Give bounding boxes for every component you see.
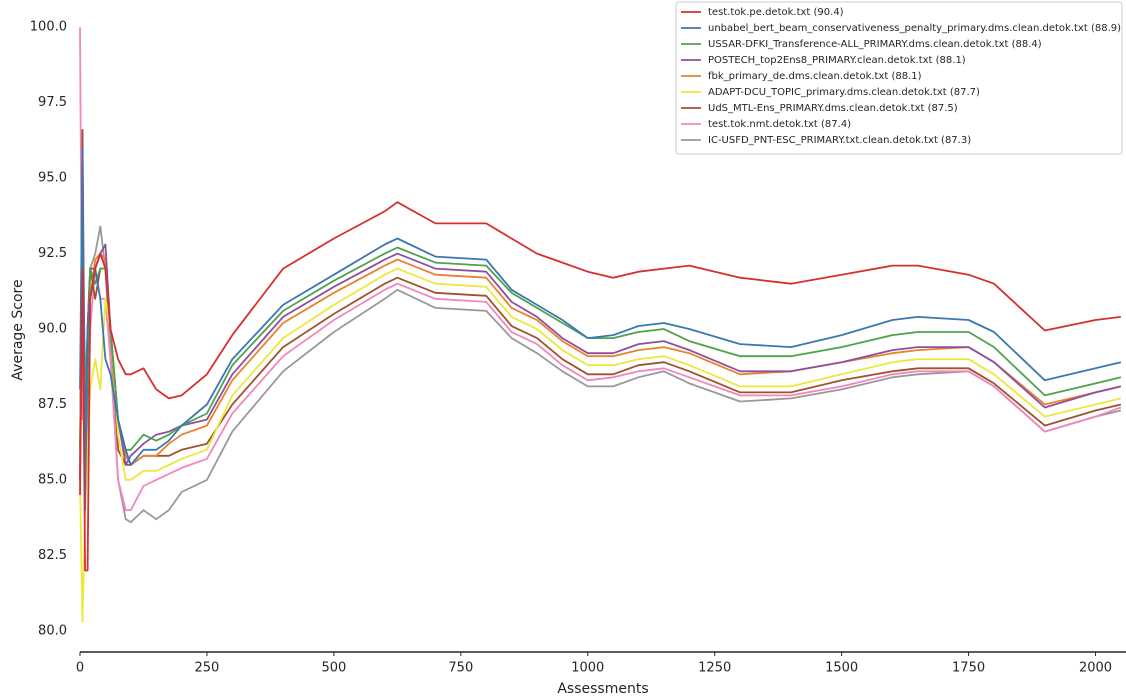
legend-label: fbk_primary_de.dms.clean.detok.txt (88.1… (708, 71, 922, 82)
x-axis-label: Assessments (557, 681, 648, 697)
y-axis-label: Average Score (10, 279, 26, 380)
legend-label: ADAPT-DCU_TOPIC_primary.dms.clean.detok.… (708, 87, 980, 98)
legend-label: POSTECH_top2Ens8_PRIMARY.clean.detok.txt… (708, 55, 966, 66)
legend-label: UdS_MTL-Ens_PRIMARY.dms.clean.detok.txt … (708, 103, 958, 114)
legend-label: test.tok.nmt.detok.txt (87.4) (708, 119, 851, 130)
series-line (79, 201, 1122, 572)
x-tick-label: 1000 (571, 661, 604, 676)
x-tick-label: 1500 (825, 661, 858, 676)
series-line (79, 147, 1122, 511)
y-tick-label: 100.0 (30, 20, 67, 35)
legend-label: test.tok.pe.detok.txt (90.4) (708, 7, 844, 18)
y-tick-label: 80.0 (38, 623, 67, 638)
series-line (79, 267, 1122, 623)
legend-label: unbabel_bert_beam_conservativeness_penal… (708, 23, 1121, 34)
x-tick-label: 1250 (698, 661, 731, 676)
y-tick-label: 87.5 (38, 397, 67, 412)
y-tick-label: 92.5 (38, 246, 67, 261)
legend-label: USSAR-DFKI_Transference-ALL_PRIMARY.dms.… (708, 39, 1042, 50)
x-tick-label: 750 (448, 661, 473, 676)
legend-box (675, 1, 1123, 155)
y-tick-label: 90.0 (38, 322, 67, 337)
series-line (79, 207, 1122, 480)
legend-label: IC-USFD_PNT-ESC_PRIMARY.txt.clean.detok.… (708, 135, 971, 146)
y-tick-label: 95.0 (38, 171, 67, 186)
x-tick-label: 0 (76, 661, 84, 676)
series-line (79, 207, 1122, 524)
y-tick-label: 97.5 (38, 95, 67, 110)
x-tick-label: 500 (321, 661, 346, 676)
y-tick-label: 82.5 (38, 548, 67, 563)
x-tick-label: 1750 (952, 661, 985, 676)
y-tick-label: 85.0 (38, 472, 67, 487)
x-tick-label: 250 (195, 661, 220, 676)
x-tick-label: 2000 (1079, 661, 1112, 676)
legend: test.tok.pe.detok.txt (90.4) unbabel_bert… (675, 1, 1123, 155)
